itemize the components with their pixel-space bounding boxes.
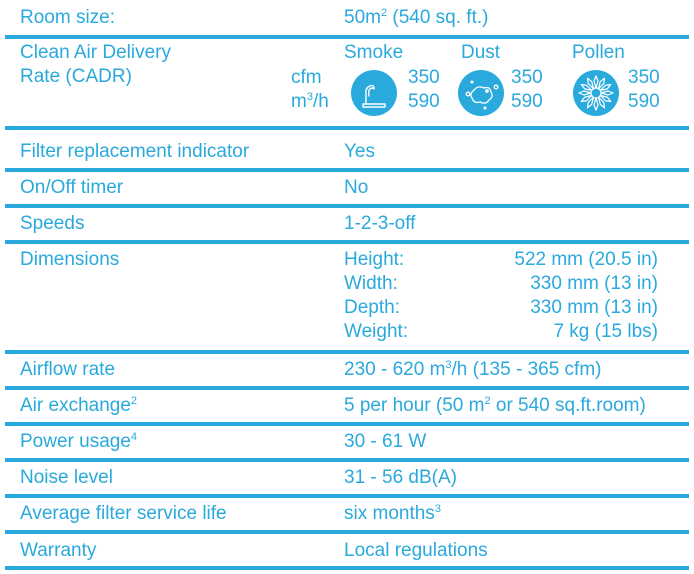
air-exchange-label: Air exchange2 xyxy=(20,395,138,416)
cadr-unit-m3h: m3/h xyxy=(291,91,329,112)
power-value: 30 - 61 W xyxy=(344,431,427,452)
speeds-label: Speeds xyxy=(20,213,85,234)
filter-indicator-label: Filter replacement indicator xyxy=(20,141,250,162)
cadr-label-line2: Rate (CADR) xyxy=(20,66,132,87)
filter-indicator-value: Yes xyxy=(344,141,375,162)
cadr-smoke-m3h: 590 xyxy=(408,91,440,112)
warranty-value: Local regulations xyxy=(344,540,488,561)
speeds-value: 1-2-3-off xyxy=(344,213,416,234)
dimension-weight-value: 7 kg (15 lbs) xyxy=(553,321,658,342)
cadr-dust-label: Dust xyxy=(461,42,501,63)
cigarette-smoke-icon xyxy=(351,70,397,116)
divider xyxy=(5,240,689,244)
dimension-height-label: Height: xyxy=(344,249,405,270)
dust-particles-icon xyxy=(458,70,504,116)
pollen-flower-icon xyxy=(573,70,619,116)
warranty-label: Warranty xyxy=(20,540,97,561)
divider xyxy=(5,126,689,130)
divider xyxy=(5,566,689,570)
cadr-label-line1: Clean Air Delivery xyxy=(20,42,171,63)
cadr-smoke-cfm: 350 xyxy=(408,67,440,88)
dimension-depth-value: 330 mm (13 in) xyxy=(530,297,658,318)
divider xyxy=(5,350,689,354)
dimension-width-value: 330 mm (13 in) xyxy=(530,273,658,294)
filter-life-label: Average filter service life xyxy=(20,503,227,524)
divider xyxy=(5,530,689,534)
divider xyxy=(5,494,689,498)
power-label: Power usage4 xyxy=(20,431,138,452)
air-exchange-value: 5 per hour (50 m2 or 540 sq.ft.room) xyxy=(344,395,646,416)
cadr-dust-m3h: 590 xyxy=(511,91,543,112)
noise-value: 31 - 56 dB(A) xyxy=(344,467,457,488)
divider xyxy=(5,386,689,390)
dimension-width-label: Width: xyxy=(344,273,398,294)
cadr-unit-cfm: cfm xyxy=(291,67,322,88)
airflow-value: 230 - 620 m3/h (135 - 365 cfm) xyxy=(344,359,602,380)
room-size-value: 50m2 (540 sq. ft.) xyxy=(344,7,489,28)
dimension-height-value: 522 mm (20.5 in) xyxy=(514,249,658,270)
dimensions-label: Dimensions xyxy=(20,249,120,270)
divider xyxy=(5,35,689,39)
cadr-pollen-label: Pollen xyxy=(572,42,625,63)
room-size-label: Room size: xyxy=(20,7,116,28)
cadr-pollen-m3h: 590 xyxy=(628,91,660,112)
timer-value: No xyxy=(344,177,369,198)
dimension-weight-label: Weight: xyxy=(344,321,409,342)
divider xyxy=(5,422,689,426)
cadr-smoke-label: Smoke xyxy=(344,42,404,63)
airflow-label: Airflow rate xyxy=(20,359,116,380)
timer-label: On/Off timer xyxy=(20,177,124,198)
filter-life-value: six months3 xyxy=(344,503,441,524)
divider xyxy=(5,458,689,462)
cadr-pollen-cfm: 350 xyxy=(628,67,660,88)
cadr-dust-cfm: 350 xyxy=(511,67,543,88)
noise-label: Noise level xyxy=(20,467,113,488)
divider xyxy=(5,168,689,172)
dimension-depth-label: Depth: xyxy=(344,297,400,318)
divider xyxy=(5,204,689,208)
